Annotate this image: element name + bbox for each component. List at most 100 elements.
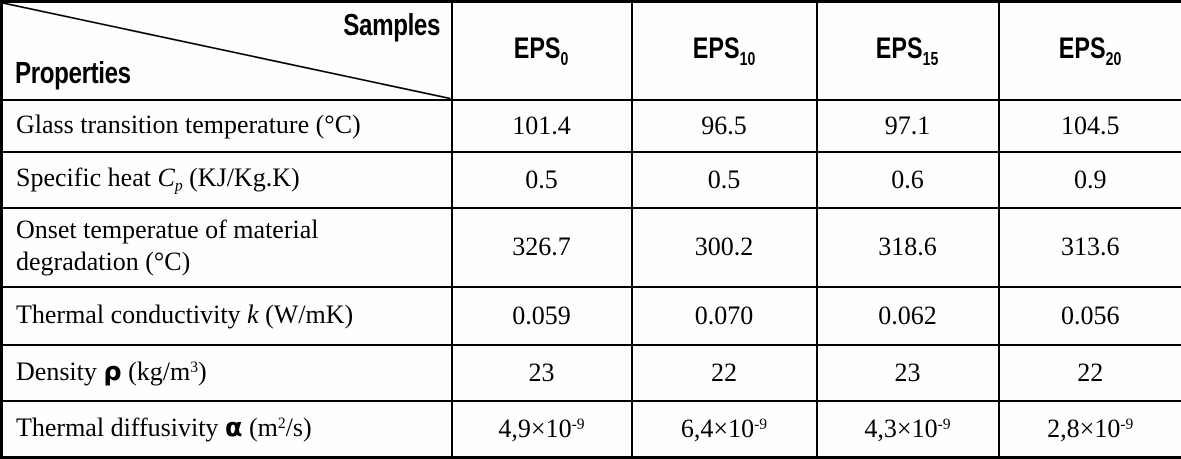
value-cell: 4,9×10-9 bbox=[450, 399, 633, 459]
value-cell: 0.059 bbox=[450, 285, 633, 347]
property-units: (kg/m bbox=[121, 356, 191, 386]
value-text: 23 bbox=[894, 358, 921, 388]
property-label: Specific heat bbox=[16, 162, 158, 192]
property-units: (m bbox=[242, 412, 278, 442]
value-text: 300.2 bbox=[694, 232, 754, 262]
properties-header-label: Properties bbox=[15, 54, 131, 90]
property-units: (KJ/Kg.K) bbox=[182, 162, 300, 192]
diagonal-divider-line bbox=[3, 3, 450, 98]
value-text: 2,8×10 bbox=[1047, 413, 1121, 443]
property-cell: Specific heat Cp (KJ/Kg.K) bbox=[0, 151, 453, 209]
property-label: Glass transition temperature (°C) bbox=[16, 109, 361, 139]
value-cell: 97.1 bbox=[815, 98, 1000, 154]
column-header-text: EPS10 bbox=[693, 32, 755, 70]
table-row-thermal-conductivity: Thermal conductivity k (W/mK) 0.059 0.07… bbox=[0, 285, 1181, 347]
value-cell: 4,3×10-9 bbox=[815, 399, 1000, 459]
table-row-thermal-diffusivity: Thermal diffusivity α (m2/s) 4,9×10-9 6,… bbox=[0, 399, 1181, 459]
value-cell: 6,4×10-9 bbox=[630, 399, 818, 459]
sample-name: EPS bbox=[1059, 31, 1106, 65]
table-row-onset-degradation: Onset temperatue of material degradation … bbox=[0, 206, 1181, 288]
value-cell: 313.6 bbox=[997, 206, 1181, 288]
header-row: Samples Properties EPS0 EPS10 EPS15 EPS2… bbox=[0, 0, 1181, 101]
table-row-glass-transition: Glass transition temperature (°C) 101.4 … bbox=[0, 98, 1181, 154]
value-cell: 0.070 bbox=[630, 285, 818, 347]
column-header-text: EPS20 bbox=[1059, 32, 1121, 70]
property-label: Density bbox=[16, 356, 104, 386]
column-header-eps20: EPS20 bbox=[997, 0, 1181, 101]
value-text: 0.056 bbox=[1061, 300, 1120, 330]
value-cell: 0.5 bbox=[450, 151, 633, 209]
value-text: 0.9 bbox=[1074, 164, 1107, 194]
value-text: 318.6 bbox=[878, 232, 937, 262]
corner-cell: Samples Properties bbox=[0, 0, 453, 101]
symbol-rho: ρ bbox=[103, 356, 122, 387]
table-row-specific-heat: Specific heat Cp (KJ/Kg.K) 0.5 0.5 0.6 0… bbox=[0, 151, 1181, 209]
value-text: 4,9×10 bbox=[498, 413, 572, 443]
property-label-line2: degradation (°C) bbox=[16, 247, 191, 277]
value-cell: 0.6 bbox=[815, 151, 1000, 209]
property-units: (W/mK) bbox=[258, 299, 354, 329]
value-text: 0.6 bbox=[891, 164, 924, 194]
property-cell: Thermal diffusivity α (m2/s) bbox=[0, 399, 453, 459]
property-cell: Glass transition temperature (°C) bbox=[0, 98, 453, 154]
property-units-close: ) bbox=[198, 356, 207, 386]
property-units-close: /s) bbox=[285, 412, 312, 442]
value-cell: 22 bbox=[997, 344, 1181, 402]
sample-subscript: 0 bbox=[560, 48, 569, 69]
value-cell: 104.5 bbox=[997, 98, 1181, 154]
property-label: Thermal conductivity bbox=[16, 299, 248, 329]
symbol-alpha: α bbox=[224, 412, 243, 443]
value-text: 101.4 bbox=[512, 110, 571, 140]
value-text: 4,3×10 bbox=[864, 413, 938, 443]
sample-name: EPS bbox=[876, 31, 924, 65]
value-cell: 318.6 bbox=[815, 206, 1000, 288]
value-cell: 96.5 bbox=[630, 98, 818, 154]
sample-subscript: 20 bbox=[1105, 48, 1122, 69]
units-exponent: 3 bbox=[190, 358, 199, 376]
value-exponent: -9 bbox=[1120, 416, 1134, 434]
value-cell: 0.5 bbox=[630, 151, 818, 209]
value-exponent: -9 bbox=[937, 416, 951, 434]
value-text: 96.5 bbox=[701, 110, 747, 140]
column-header-eps15: EPS15 bbox=[815, 0, 1000, 101]
symbol-c: C bbox=[157, 162, 175, 192]
sample-name: EPS bbox=[692, 31, 740, 65]
value-text: 313.6 bbox=[1061, 232, 1120, 262]
value-cell: 101.4 bbox=[450, 98, 633, 154]
value-cell: 326.7 bbox=[450, 206, 633, 288]
value-text: 0.070 bbox=[694, 300, 754, 330]
property-cell: Onset temperatue of material degradation … bbox=[0, 206, 453, 288]
value-cell: 0.062 bbox=[815, 285, 1000, 347]
symbol-k: k bbox=[247, 299, 259, 329]
column-header-text: EPS15 bbox=[876, 32, 938, 70]
value-cell: 23 bbox=[815, 344, 1000, 402]
value-text: 0.5 bbox=[707, 164, 741, 194]
value-text: 23 bbox=[528, 358, 555, 388]
column-header-text: EPS0 bbox=[514, 32, 569, 70]
column-header-eps0: EPS0 bbox=[450, 0, 633, 101]
property-cell: Thermal conductivity k (W/mK) bbox=[0, 285, 453, 347]
property-label-line1: Onset temperatue of material bbox=[16, 214, 319, 244]
value-cell: 300.2 bbox=[630, 206, 818, 288]
value-text: 6,4×10 bbox=[680, 413, 755, 443]
property-cell: Density ρ (kg/m3) bbox=[0, 344, 453, 402]
value-text: 22 bbox=[711, 358, 737, 388]
value-cell: 0.9 bbox=[997, 151, 1181, 209]
value-exponent: -9 bbox=[754, 416, 768, 434]
value-cell: 22 bbox=[630, 344, 818, 402]
symbol-subscript-p: p bbox=[174, 177, 183, 195]
samples-header-label: Samples bbox=[343, 7, 441, 42]
value-cell: 2,8×10-9 bbox=[997, 399, 1181, 459]
value-text: 0.059 bbox=[512, 300, 571, 330]
sample-subscript: 10 bbox=[739, 48, 756, 69]
value-text: 0.5 bbox=[525, 164, 558, 194]
units-exponent: 2 bbox=[277, 414, 286, 432]
value-cell: 23 bbox=[450, 344, 633, 402]
value-text: 0.062 bbox=[878, 300, 937, 330]
value-exponent: -9 bbox=[571, 416, 585, 434]
property-label: Thermal diffusivity bbox=[16, 412, 225, 442]
value-text: 22 bbox=[1077, 358, 1104, 388]
value-text: 104.5 bbox=[1061, 110, 1120, 140]
value-cell: 0.056 bbox=[997, 285, 1181, 347]
